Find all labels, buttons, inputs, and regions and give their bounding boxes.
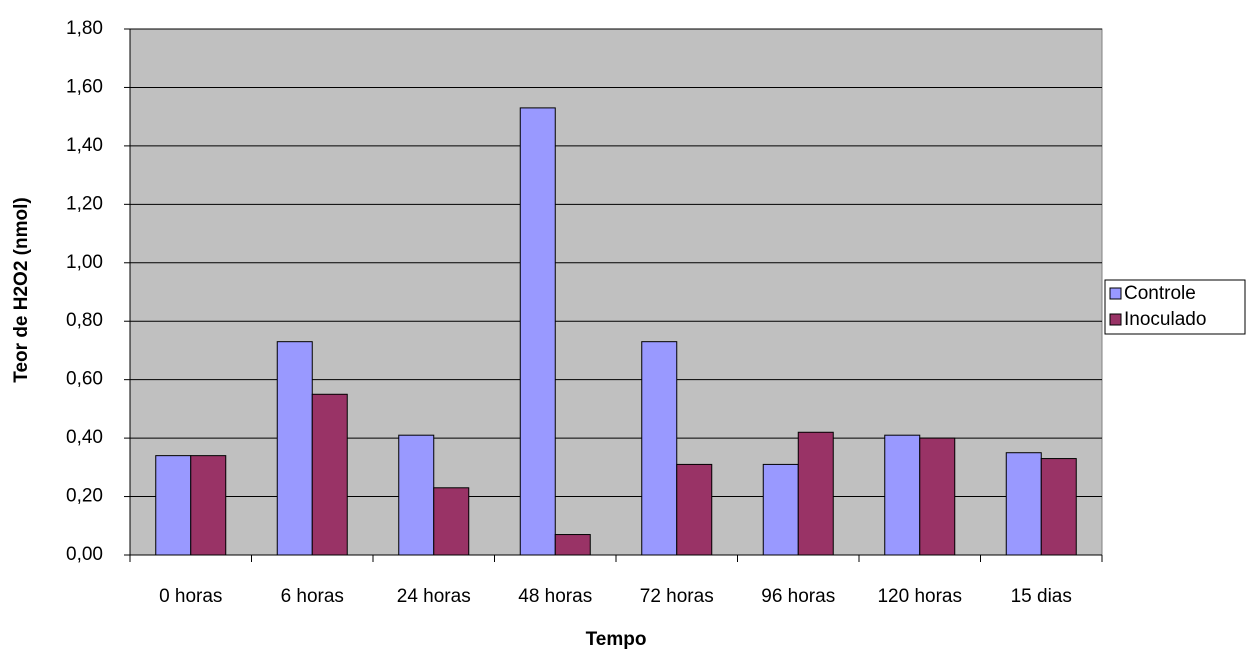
x-tick-label: 0 horas xyxy=(159,586,222,607)
x-tick-label: 15 dias xyxy=(1011,586,1072,607)
bar xyxy=(311,393,348,556)
legend-swatch xyxy=(1109,287,1122,300)
y-tick-label: 1,00 xyxy=(66,252,103,273)
bar xyxy=(519,107,556,556)
legend-label: Controle xyxy=(1124,283,1196,304)
y-tick-label: 0,80 xyxy=(66,310,103,331)
y-tick-label: 1,80 xyxy=(66,18,103,39)
bar xyxy=(884,434,921,556)
x-axis-title: Tempo xyxy=(586,629,647,650)
bar xyxy=(433,487,470,556)
bar xyxy=(276,341,313,556)
y-axis-title: Teor de H2O2 (nmol) xyxy=(11,197,32,382)
legend xyxy=(1104,279,1246,335)
bar xyxy=(797,431,834,556)
bar xyxy=(1005,452,1042,556)
x-tick-label: 72 horas xyxy=(640,586,714,607)
x-tick-label: 48 horas xyxy=(518,586,592,607)
legend-swatch xyxy=(1109,313,1122,326)
y-tick-label: 1,40 xyxy=(66,135,103,156)
bar xyxy=(190,455,227,556)
plot-area xyxy=(129,28,1103,556)
y-tick-label: 1,60 xyxy=(66,76,103,97)
bar xyxy=(554,534,591,556)
x-tick-label: 24 horas xyxy=(397,586,471,607)
y-tick-label: 0,40 xyxy=(66,427,103,448)
bar xyxy=(641,341,678,556)
bar xyxy=(676,463,713,556)
bar xyxy=(762,463,799,556)
x-tick-label: 6 horas xyxy=(281,586,344,607)
bar xyxy=(155,455,192,556)
bar xyxy=(1040,458,1077,556)
y-tick-label: 0,60 xyxy=(66,369,103,390)
x-tick-label: 120 horas xyxy=(877,586,962,607)
legend-label: Inoculado xyxy=(1124,309,1206,330)
bar xyxy=(919,437,956,556)
x-tick-label: 96 horas xyxy=(761,586,835,607)
bar xyxy=(398,434,435,556)
y-tick-label: 0,20 xyxy=(66,486,103,507)
y-tick-label: 1,20 xyxy=(66,193,103,214)
y-tick-label: 0,00 xyxy=(66,544,103,565)
